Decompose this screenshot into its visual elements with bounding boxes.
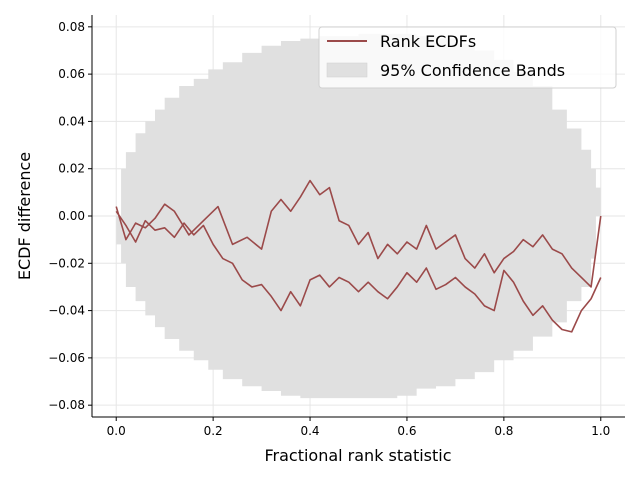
x-tick-label: 0.6 [397, 424, 416, 438]
ecdf-series-line-2 [115, 210, 602, 333]
legend-box [318, 26, 617, 89]
legend-label-confidence-bands: 95% Confidence Bands [380, 61, 565, 80]
x-tick-label: 1.0 [591, 424, 610, 438]
x-axis-ticks: 0.0 0.2 0.4 0.6 0.8 1.0 [107, 417, 610, 438]
y-tick-label: −0.04 [48, 304, 85, 318]
y-tick-label: 0.02 [58, 162, 85, 176]
y-tick-label: 0.06 [58, 67, 85, 81]
y-tick-label: 0.04 [58, 114, 85, 128]
y-axis-title: ECDF difference [15, 152, 34, 280]
x-tick-label: 0.4 [300, 424, 319, 438]
legend: Rank ECDFs 95% Confidence Bands [318, 26, 617, 89]
x-axis-title: Fractional rank statistic [264, 446, 451, 465]
y-tick-label: −0.02 [48, 256, 85, 270]
ecdf-series-line-1 [115, 179, 602, 288]
y-tick-label: 0.08 [58, 20, 85, 34]
ecdf-series-group [115, 179, 602, 333]
x-tick-label: 0.0 [107, 424, 126, 438]
y-tick-label: 0.00 [58, 209, 85, 223]
legend-patch-swatch [326, 62, 368, 78]
x-tick-label: 0.8 [494, 424, 513, 438]
y-tick-label: −0.08 [48, 398, 85, 412]
x-tick-label: 0.2 [204, 424, 223, 438]
confidence-band [116, 33, 601, 399]
legend-label-rank-ecdfs: Rank ECDFs [380, 32, 476, 51]
y-axis-ticks: −0.08 −0.06 −0.04 −0.02 0.00 0.02 0.04 0.06 0.08 [48, 20, 92, 412]
y-tick-label: −0.06 [48, 351, 85, 365]
